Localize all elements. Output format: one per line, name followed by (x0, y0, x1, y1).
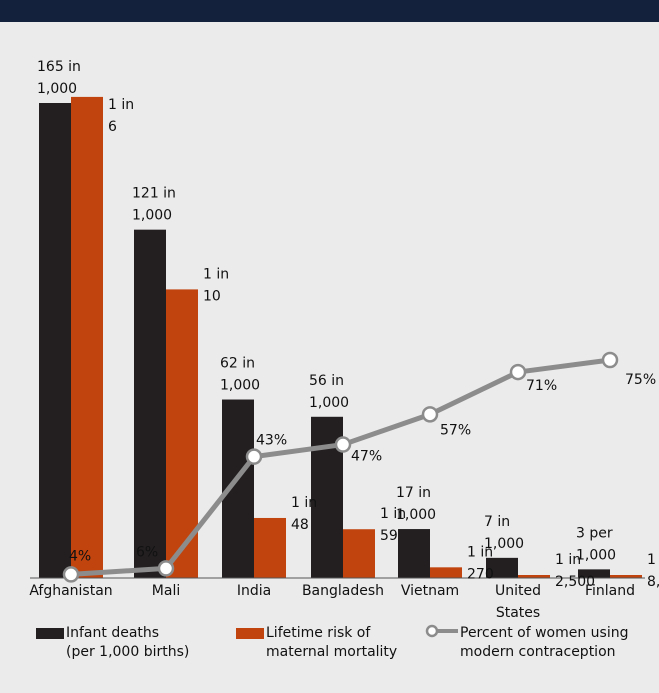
label-contraception: 47% (351, 449, 382, 465)
bar-infant-deaths (39, 103, 71, 578)
legend-label-maternal: Lifetime risk of maternal mortality (266, 625, 398, 660)
label-contraception: 43% (256, 433, 287, 449)
legend-swatch-line (425, 624, 458, 638)
legend-maternal-risk: Lifetime risk of maternal mortality (236, 624, 436, 662)
point-contraception (157, 560, 175, 577)
legend-label-infant: Infant deaths (per 1,000 births) (66, 625, 190, 660)
contraception-line-layer (62, 351, 619, 583)
category-labels: Afghanistan Mali India Bangladesh Vietnam Uni… (29, 583, 635, 621)
category-label: Finland (585, 583, 635, 599)
label-maternal-risk: 1 in 2,500 (555, 552, 595, 590)
bar-maternal-risk (254, 517, 286, 578)
label-contraception: 6% (136, 544, 158, 560)
bar-maternal-risk (610, 575, 642, 578)
legend-label-contraception: Percent of women using modern contracept… (460, 625, 629, 660)
label-infant-deaths: 3 per 1,000 (576, 525, 616, 563)
point-contraception (245, 448, 263, 465)
bar-infant-deaths (578, 569, 610, 578)
label-contraception: 75% (625, 372, 656, 388)
bar-infant-deaths (486, 557, 518, 578)
bars-layer (39, 96, 642, 578)
category-label: Mali (152, 583, 180, 599)
point-contraception (62, 566, 80, 583)
point-contraception (334, 436, 352, 453)
category-label: Vietnam (401, 583, 459, 599)
label-maternal-risk: 1 in 6 (108, 97, 134, 135)
bar-maternal-risk (343, 529, 375, 578)
labels-layer: 165 in 1,000 1 in 6 121 in 1,000 1 in 10 62 in 1,… (37, 59, 659, 590)
bar-maternal-risk (518, 575, 550, 578)
legend-contraception: Percent of women using modern contracept… (424, 624, 654, 662)
label-maternal-risk: 1 in 59 (380, 506, 406, 544)
category-label: Afghanistan (29, 583, 112, 599)
point-contraception (421, 406, 439, 423)
label-contraception: 71% (526, 378, 557, 394)
legend-swatch-infant (36, 628, 64, 639)
category-label: Bangladesh (302, 583, 384, 599)
label-maternal-risk: 1 in 270 (467, 544, 494, 582)
bar-maternal-risk (166, 289, 198, 578)
label-infant-deaths: 62 in 1,000 (220, 356, 260, 394)
label-contraception: 4% (69, 548, 91, 564)
bar-maternal-risk (430, 567, 462, 578)
label-infant-deaths: 165 in 1,000 (37, 59, 81, 97)
bar-maternal-risk (71, 96, 103, 578)
label-infant-deaths: 121 in 1,000 (132, 186, 176, 224)
label-infant-deaths: 56 in 1,000 (309, 373, 349, 411)
label-maternal-risk: 1 in 10 (203, 266, 229, 304)
label-contraception: 57% (440, 422, 471, 438)
bar-infant-deaths (398, 529, 430, 578)
point-contraception (509, 363, 527, 381)
point-contraception (601, 351, 619, 369)
label-maternal-risk: 1 in 48 (291, 495, 317, 533)
label-infant-deaths: 17 in 1,000 (396, 485, 436, 523)
category-label: India (237, 583, 271, 599)
bar-infant-deaths (134, 229, 166, 578)
label-infant-deaths: 7 in 1,000 (484, 514, 524, 552)
header-bar (0, 0, 659, 22)
category-label: United States (495, 583, 541, 621)
legend-infant-deaths: Infant deaths (per 1,000 births) (36, 624, 236, 662)
label-maternal-risk: 1 in8,200 (647, 552, 659, 590)
legend-swatch-maternal (236, 628, 264, 639)
